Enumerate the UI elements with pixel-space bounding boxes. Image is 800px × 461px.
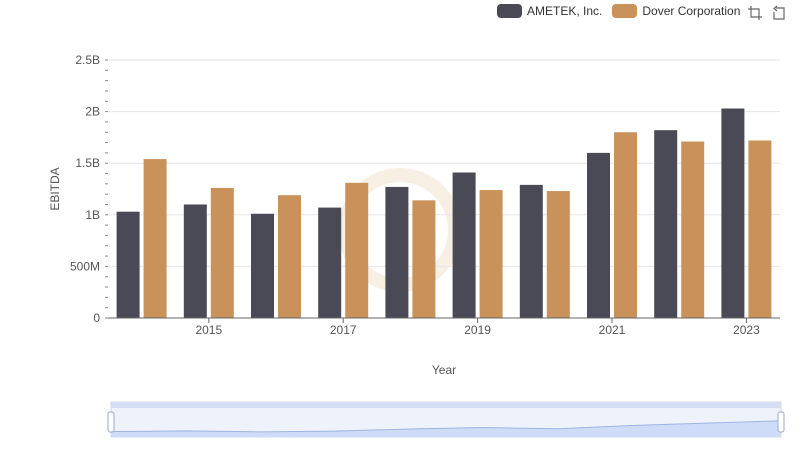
axes: 0 500M 1B 1.5B 2B 2.5B 2015 2017 2019 2021 2023 (70, 53, 780, 337)
zoom-handle-right[interactable] (777, 411, 785, 433)
data-zoom-slider[interactable] (107, 401, 785, 438)
bar-ametek-2018[interactable] (385, 186, 409, 318)
y-axis-title: EBITDA (48, 167, 62, 210)
bar-dover-2017[interactable] (345, 182, 369, 318)
x-tick-label: 2017 (330, 323, 357, 337)
y-tick-label: 500M (70, 259, 100, 273)
x-tick-label: 2023 (733, 323, 760, 337)
bar-dover-2014[interactable] (143, 159, 167, 318)
bar-ametek-2015[interactable] (183, 204, 207, 318)
bars-group (116, 108, 772, 318)
x-tick-label: 2015 (195, 323, 222, 337)
bar-ametek-2017[interactable] (318, 207, 342, 318)
legend-swatch-ametek (497, 4, 522, 18)
bar-ametek-2023[interactable] (721, 108, 745, 318)
zoom-icon[interactable] (747, 5, 763, 21)
y-tick-label: 1B (85, 208, 100, 222)
bar-dover-2022[interactable] (681, 141, 705, 318)
bar-dover-2018[interactable] (412, 200, 436, 318)
bar-ametek-2019[interactable] (452, 172, 476, 318)
bar-ametek-2014[interactable] (116, 211, 140, 318)
bar-dover-2021[interactable] (614, 132, 637, 318)
bar-dover-2023[interactable] (748, 140, 772, 318)
legend-label-ametek: AMETEK, Inc. (527, 4, 603, 18)
bar-ametek-2016[interactable] (251, 213, 274, 318)
restore-icon[interactable] (771, 5, 787, 21)
bar-dover-2020[interactable] (546, 191, 570, 318)
zoom-sparkline (110, 420, 782, 433)
y-tick-label: 2.5B (75, 53, 100, 67)
bar-ametek-2020[interactable] (519, 184, 543, 318)
legend-item-dover[interactable]: Dover Corporation (612, 4, 740, 18)
legend-swatch-dover (612, 4, 638, 18)
legend-label-dover: Dover Corporation (642, 4, 741, 18)
x-tick-label: 2019 (464, 323, 491, 337)
y-tick-label: 1.5B (75, 156, 100, 170)
legend: AMETEK, Inc. Dover Corporation (497, 4, 750, 18)
y-tick-label: 0 (93, 311, 100, 325)
bar-dover-2016[interactable] (278, 195, 301, 318)
zoom-sparkline-area (111, 420, 781, 437)
bar-ametek-2021[interactable] (587, 152, 610, 318)
bar-dover-2019[interactable] (479, 190, 503, 318)
x-tick-label: 2021 (599, 323, 626, 337)
toolbox (747, 5, 787, 21)
y-tick-label: 2B (85, 105, 100, 119)
zoom-top-bar[interactable] (111, 402, 781, 408)
x-axis-title: Year (432, 363, 456, 377)
bar-dover-2015[interactable] (210, 187, 234, 318)
legend-item-ametek[interactable]: AMETEK, Inc. (497, 4, 602, 18)
bar-ametek-2022[interactable] (654, 130, 678, 318)
zoom-handle-left[interactable] (107, 411, 115, 433)
